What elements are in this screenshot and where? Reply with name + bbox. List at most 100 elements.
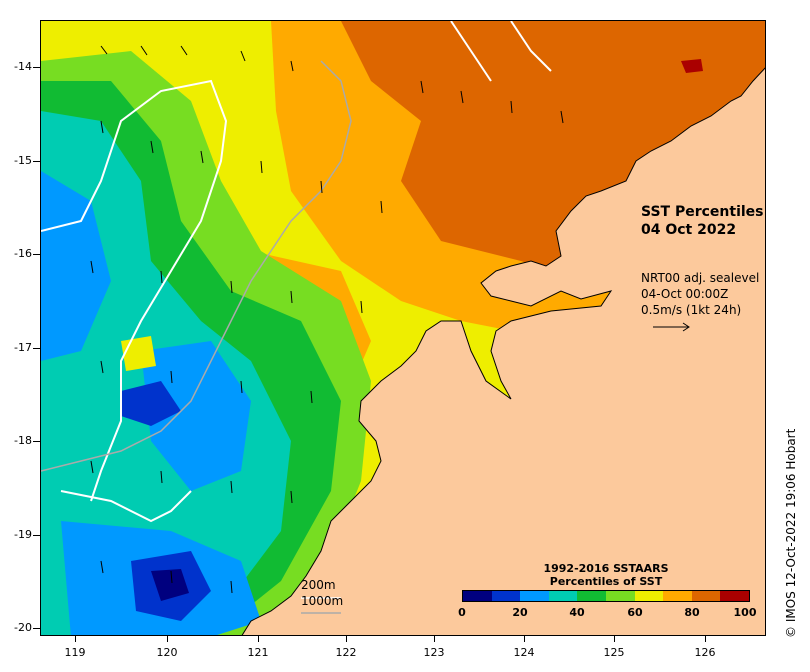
x-tick-mark xyxy=(346,636,347,642)
y-tick-label: -16 xyxy=(14,247,32,260)
colorbar-segment xyxy=(548,591,578,601)
current-vector xyxy=(160,470,163,484)
colorbar-tick: 40 xyxy=(569,606,585,619)
y-tick-label: -17 xyxy=(14,341,32,354)
current-vectors xyxy=(90,45,564,594)
current-vector xyxy=(230,580,233,594)
credit-text: © IMOS 12-Oct-2022 19:06 Hobart xyxy=(784,428,798,638)
colorbar-segment xyxy=(720,591,749,601)
current-vector xyxy=(170,570,173,584)
y-tick-mark xyxy=(33,161,40,162)
contour-200m xyxy=(41,79,228,523)
vector-info-line-1: NRT00 adj. sealevel xyxy=(641,271,760,285)
colorbar-segment xyxy=(463,591,492,601)
sst-patch-light-blue xyxy=(41,171,111,361)
current-vector xyxy=(560,110,564,124)
current-vector xyxy=(260,160,263,174)
depth-contour-labels: 200m 1000m xyxy=(301,577,343,609)
y-tick-label: -20 xyxy=(14,621,32,634)
y-tick-label: -15 xyxy=(14,154,32,167)
x-tick-mark xyxy=(524,636,525,642)
vector-info-line-3: 0.5m/s (1kt 24h) xyxy=(641,303,742,317)
current-vector xyxy=(90,460,94,474)
colorbar-tick: 80 xyxy=(684,606,700,619)
current-vector xyxy=(160,270,163,284)
current-vector xyxy=(150,140,154,154)
y-tick-label: -14 xyxy=(14,60,32,73)
vector-info-line-2: 04-Oct 00:00Z xyxy=(641,287,729,301)
x-tick-label: 125 xyxy=(603,646,625,659)
sst-patches xyxy=(41,21,765,635)
sst-patch-deep-blue xyxy=(121,381,181,426)
title-line-2: 04 Oct 2022 xyxy=(641,222,737,238)
current-vector xyxy=(180,45,188,56)
colorbar-segment xyxy=(520,591,549,601)
current-vector xyxy=(140,45,148,56)
current-vector xyxy=(100,45,108,55)
contour-200m-north xyxy=(450,21,552,82)
current-vector xyxy=(320,180,323,194)
colorbar-tick: 20 xyxy=(512,606,528,619)
label-200m: 200m xyxy=(301,578,336,592)
x-tick-label: 122 xyxy=(335,646,357,659)
colorbar-title-line-1: 1992-2016 SSTAARS xyxy=(543,562,669,575)
x-tick-label: 120 xyxy=(156,646,178,659)
x-tick-mark xyxy=(167,636,168,642)
current-vector xyxy=(100,120,104,134)
current-vector xyxy=(240,50,246,62)
land-mass xyxy=(241,67,765,635)
x-tick-label: 121 xyxy=(247,646,269,659)
x-tick-mark xyxy=(258,636,259,642)
colorbar-tick: 60 xyxy=(627,606,643,619)
current-vector xyxy=(240,380,243,394)
y-tick-label: -18 xyxy=(14,434,32,447)
map-title: SST Percentiles 04 Oct 2022 xyxy=(641,203,764,239)
x-tick-mark xyxy=(434,636,435,642)
vector-info: NRT00 adj. sealevel 04-Oct 00:00Z 0.5m/s… xyxy=(641,270,759,318)
current-vector xyxy=(290,290,293,304)
y-tick-mark xyxy=(33,628,40,629)
y-tick-mark xyxy=(33,441,40,442)
map-panel[interactable] xyxy=(40,20,766,636)
colorbar-segment xyxy=(634,591,664,601)
y-tick-label: -19 xyxy=(14,528,32,541)
y-tick-mark xyxy=(33,535,40,536)
current-vector xyxy=(90,260,94,274)
current-vector xyxy=(200,150,204,164)
current-vector xyxy=(290,60,294,72)
x-tick-mark xyxy=(75,636,76,642)
current-vector xyxy=(230,480,233,494)
colorbar-segment xyxy=(577,591,606,601)
y-tick-mark xyxy=(33,348,40,349)
reference-vector-arrow xyxy=(653,322,690,332)
y-tick-mark xyxy=(33,254,40,255)
current-vector xyxy=(100,360,104,374)
current-vector xyxy=(380,200,383,214)
current-vector xyxy=(290,490,293,504)
current-vector xyxy=(460,90,464,104)
current-vector xyxy=(170,370,173,384)
sst-patch-yellow-inner xyxy=(121,336,156,371)
colorbar-segment xyxy=(663,591,692,601)
y-tick-mark xyxy=(33,67,40,68)
current-vector xyxy=(510,100,513,114)
label-1000m: 1000m xyxy=(301,594,344,608)
sst-patch-red xyxy=(681,59,703,73)
x-tick-label: 123 xyxy=(423,646,445,659)
title-line-1: SST Percentiles xyxy=(641,204,764,220)
colorbar-segment xyxy=(605,591,635,601)
colorbar-title: 1992-2016 SSTAARS Percentiles of SST xyxy=(462,562,750,588)
sst-patch-darkest-blue xyxy=(151,569,189,601)
x-tick-label: 124 xyxy=(513,646,535,659)
sst-patch-light-blue-south xyxy=(141,341,251,491)
x-tick-mark xyxy=(614,636,615,642)
current-vector xyxy=(230,280,233,294)
x-tick-mark xyxy=(705,636,706,642)
contour-1000m xyxy=(41,60,352,472)
sst-map xyxy=(41,21,765,635)
colorbar-title-line-2: Percentiles of SST xyxy=(549,575,663,588)
colorbar-segment xyxy=(691,591,721,601)
x-tick-label: 126 xyxy=(694,646,716,659)
colorbar-tick: 100 xyxy=(733,606,757,619)
current-vector xyxy=(100,560,104,574)
